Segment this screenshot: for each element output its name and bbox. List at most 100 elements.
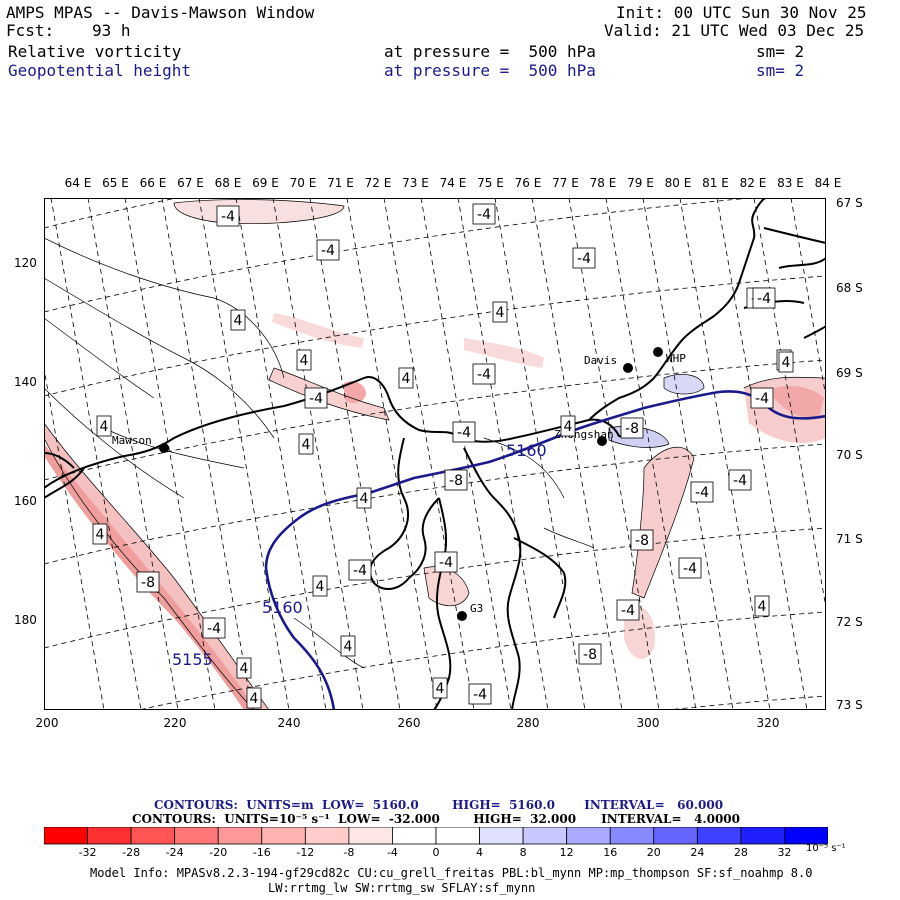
colorbar-segment [653,827,698,845]
vorticity-label: 4 [100,419,109,435]
vorticity-label-box [298,433,314,455]
vorticity-label-box [444,469,468,491]
colorbar-label: 8 [519,846,527,859]
vorticity-label: -4 [353,563,367,579]
valid-time: Valid: 21 UTC Wed 03 Dec 25 [604,21,865,40]
colorbar-segment [609,827,655,845]
vorticity-label: -4 [221,209,235,225]
longitude-label: 70 E [289,176,317,190]
latlon-grid [44,198,826,710]
colorbar-segment [740,827,785,845]
longitude-label: 76 E [514,176,542,190]
x-axis-label: 320 [756,716,780,730]
colorbar-segment [130,827,176,845]
x-axis-label: 300 [636,716,660,730]
vorticity-label-box [468,683,492,705]
vorticity-label: 4 [240,661,249,677]
vorticity-label-box [202,617,226,639]
latitude-label: 67 S [836,196,863,210]
longitude-label: 83 E [777,176,804,190]
latitude-label: 71 S [836,532,863,546]
vorticity-label: -4 [321,243,335,259]
latitude-label: 70 S [836,448,863,462]
map-panel: Mawson Davis WHP Zhongshan G3 5160 5160 … [44,198,826,710]
vorticity-label-box [312,575,328,597]
x-axis-label: 260 [397,716,421,730]
vorticity-label: -8 [583,647,597,663]
longitude-label: 65 E [102,176,129,190]
longitude-label: 80 E [664,176,692,190]
vorticity-label-box [348,559,372,581]
colorbar-segment [304,827,350,845]
vorticity-label-box [136,571,160,593]
colorbar-segment [696,827,742,845]
vorticity-label: 4 [250,691,259,707]
colorbar-segment [392,827,437,845]
colorbar [44,827,828,845]
colorbar-segment [261,827,306,845]
vorticity-label: -8 [625,421,639,437]
vorticity-label-box [356,487,372,509]
vorticity-label-box [578,643,602,665]
vorticity-label-box [398,367,414,389]
latitude-label: 68 S [836,281,863,295]
vorticity-label-box [620,417,644,439]
colorbar-label: 32 [777,846,792,859]
colorbar-label: 4 [476,846,484,859]
colorbar-label: -4 [386,846,398,859]
latitude-label: 69 S [836,366,863,380]
station-label: Mawson [112,434,152,447]
longitude-label: 77 E [552,176,579,190]
colorbar-units: 10⁻⁵ s⁻¹ [806,843,846,854]
vorticity-label-box [690,481,714,503]
height-label: 5160 [506,441,547,460]
longitude-label: 66 E [139,176,167,190]
vorticity-label-box [678,557,702,579]
colorbar-label: -20 [209,846,228,859]
vorticity-label: 4 [344,639,353,655]
pressure-height: at pressure = 500 hPa [384,61,596,80]
forecast-label: Fcst: [6,21,55,40]
vorticity-label-box [492,301,508,323]
longitude-label: 72 E [364,176,392,190]
vorticity-label-box [432,677,448,699]
smoothing-height: sm= 2 [756,61,805,80]
colorbar-label: 28 [733,846,748,859]
colorbar-label: -8 [343,846,355,859]
height-labels: 5160 5160 5155 [172,441,547,669]
vorticity-label: 4 [782,355,791,371]
x-axis-label: 280 [516,716,540,730]
vorticity-label: -4 [695,485,709,501]
vorticity-label: 4 [496,305,505,321]
longitude-label: 79 E [627,176,654,190]
colorbar-segment [87,827,132,845]
vorticity-label: -4 [577,251,591,267]
vorticity-label: 4 [234,313,243,329]
colorbar-label: -28 [122,846,141,859]
vorticity-label-box [230,309,246,331]
colorbar-label: -16 [252,846,271,859]
longitude-label: 84 E [814,176,842,190]
vorticity-label: -4 [757,291,771,307]
station-label: G3 [470,602,483,615]
vorticity-label-box [96,415,112,437]
longitude-label: 67 E [177,176,204,190]
vorticity-label-box [92,523,108,545]
vorticity-label-box [434,551,458,573]
vorticity-label-box [778,351,794,373]
vorticity-labels: -4-4-4-4444-4-44-44-4444-84-8-4-4-44-8-8… [92,203,794,709]
longitude-label: 64 E [64,176,92,190]
colorbar-segment [348,827,393,845]
vorticity-label-box [752,287,776,309]
colorbar-label: 12 [559,846,574,859]
vorticity-label: 4 [96,527,105,543]
vorticity-label: -4 [309,391,323,407]
vorticity-label: -4 [477,207,491,223]
vorticity-label-box [616,599,640,621]
vorticity-label-box [560,415,576,437]
model-info-line2: LW:rrtmg_lw SW:rrtmg_sw SFLAY:sf_mynn [268,881,536,895]
longitude-label: 74 E [439,176,467,190]
longitude-label: 75 E [477,176,504,190]
colorbar-label: -32 [78,846,97,859]
colorbar-label: 20 [646,846,661,859]
